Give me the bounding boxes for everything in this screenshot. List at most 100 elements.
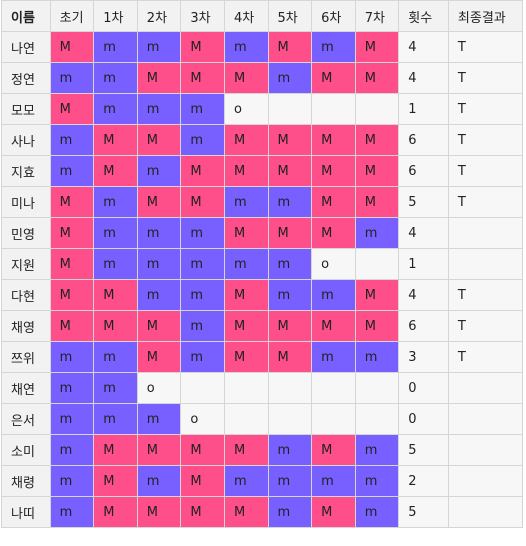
round-cell-1: m	[93, 372, 138, 404]
round-cell-6: M	[311, 186, 356, 218]
round-cell-3: M	[180, 465, 225, 497]
column-header-8[interactable]: 7차	[354, 0, 400, 32]
round-cell-7: m	[354, 217, 400, 249]
round-cell-5: M	[267, 217, 313, 249]
round-cell-3	[180, 372, 225, 404]
round-cell-4: M	[223, 434, 269, 466]
final-result-cell	[447, 217, 524, 249]
column-header-0[interactable]: 이름	[1, 0, 51, 32]
round-cell-7	[354, 403, 400, 435]
column-header-10[interactable]: 최종결과	[447, 0, 524, 32]
round-cell-4: o	[223, 93, 269, 125]
member-name: 지원	[1, 248, 51, 280]
round-cell-7: M	[354, 310, 400, 342]
round-cell-6: M	[311, 496, 356, 528]
member-name: 사나	[1, 124, 51, 156]
round-cell-2: M	[136, 496, 182, 528]
round-cell-5: m	[267, 496, 313, 528]
member-name: 정연	[1, 62, 51, 94]
round-cell-7	[354, 248, 400, 280]
round-cell-1: M	[93, 279, 138, 311]
round-cell-3: M	[180, 31, 225, 63]
member-name: 은서	[1, 403, 51, 435]
round-cell-2: m	[136, 155, 182, 187]
round-cell-2: M	[136, 310, 182, 342]
round-cell-6: M	[311, 155, 356, 187]
column-header-5[interactable]: 4차	[223, 0, 269, 32]
count-cell: 5	[398, 496, 449, 528]
round-cell-1: M	[93, 496, 138, 528]
round-cell-4: M	[223, 496, 269, 528]
column-header-2[interactable]: 1차	[93, 0, 138, 32]
round-cell-3: M	[180, 434, 225, 466]
round-cell-5: M	[267, 124, 313, 156]
round-cell-2: m	[136, 248, 182, 280]
column-header-6[interactable]: 5차	[267, 0, 313, 32]
round-cell-3: m	[180, 341, 225, 373]
round-cell-1: m	[93, 403, 138, 435]
final-result-cell	[447, 496, 524, 528]
column-header-1[interactable]: 초기	[49, 0, 95, 32]
round-cell-3: m	[180, 217, 225, 249]
table-row: 채연 m m o 0	[1, 372, 524, 404]
round-cell-4: m	[223, 31, 269, 63]
round-cell-1: M	[93, 434, 138, 466]
round-cell-3: m	[180, 124, 225, 156]
column-header-4[interactable]: 3차	[180, 0, 225, 32]
round-cell-3: m	[180, 93, 225, 125]
final-result-cell	[447, 434, 524, 466]
member-name: 모모	[1, 93, 51, 125]
round-cell-6: m	[311, 465, 356, 497]
column-header-7[interactable]: 6차	[311, 0, 356, 32]
count-cell: 4	[398, 279, 449, 311]
round-cell-2: M	[136, 124, 182, 156]
count-cell: 6	[398, 310, 449, 342]
round-cell-3: m	[180, 279, 225, 311]
round-cell-4: M	[223, 62, 269, 94]
column-header-3[interactable]: 2차	[136, 0, 182, 32]
final-result-cell: T	[447, 341, 524, 373]
round-cell-5: M	[267, 31, 313, 63]
final-result-cell	[447, 465, 524, 497]
round-cell-6: M	[311, 62, 356, 94]
final-result-cell	[447, 248, 524, 280]
round-cell-0: m	[49, 496, 95, 528]
round-cell-3: M	[180, 496, 225, 528]
round-cell-5	[267, 372, 313, 404]
round-cell-2: M	[136, 62, 182, 94]
round-cell-3: M	[180, 186, 225, 218]
round-cell-4: M	[223, 279, 269, 311]
round-cell-2: M	[136, 341, 182, 373]
round-cell-7	[354, 372, 400, 404]
round-cell-0: m	[49, 124, 95, 156]
round-cell-3: o	[180, 403, 225, 435]
final-result-cell: T	[447, 31, 524, 63]
round-cell-1: M	[93, 124, 138, 156]
round-cell-0: m	[49, 465, 95, 497]
round-cell-1: m	[93, 62, 138, 94]
round-cell-5: M	[267, 310, 313, 342]
column-header-9[interactable]: 횟수	[398, 0, 449, 32]
round-cell-1: m	[93, 217, 138, 249]
round-cell-6: M	[311, 434, 356, 466]
round-cell-6	[311, 372, 356, 404]
count-cell: 2	[398, 465, 449, 497]
final-result-cell	[447, 403, 524, 435]
round-cell-0: m	[49, 434, 95, 466]
round-cell-1: m	[93, 186, 138, 218]
round-cell-4: M	[223, 310, 269, 342]
round-cell-6	[311, 93, 356, 125]
round-cell-3: m	[180, 248, 225, 280]
round-cell-4: m	[223, 186, 269, 218]
round-cell-7: M	[354, 279, 400, 311]
member-name: 나연	[1, 31, 51, 63]
round-cell-2: M	[136, 186, 182, 218]
